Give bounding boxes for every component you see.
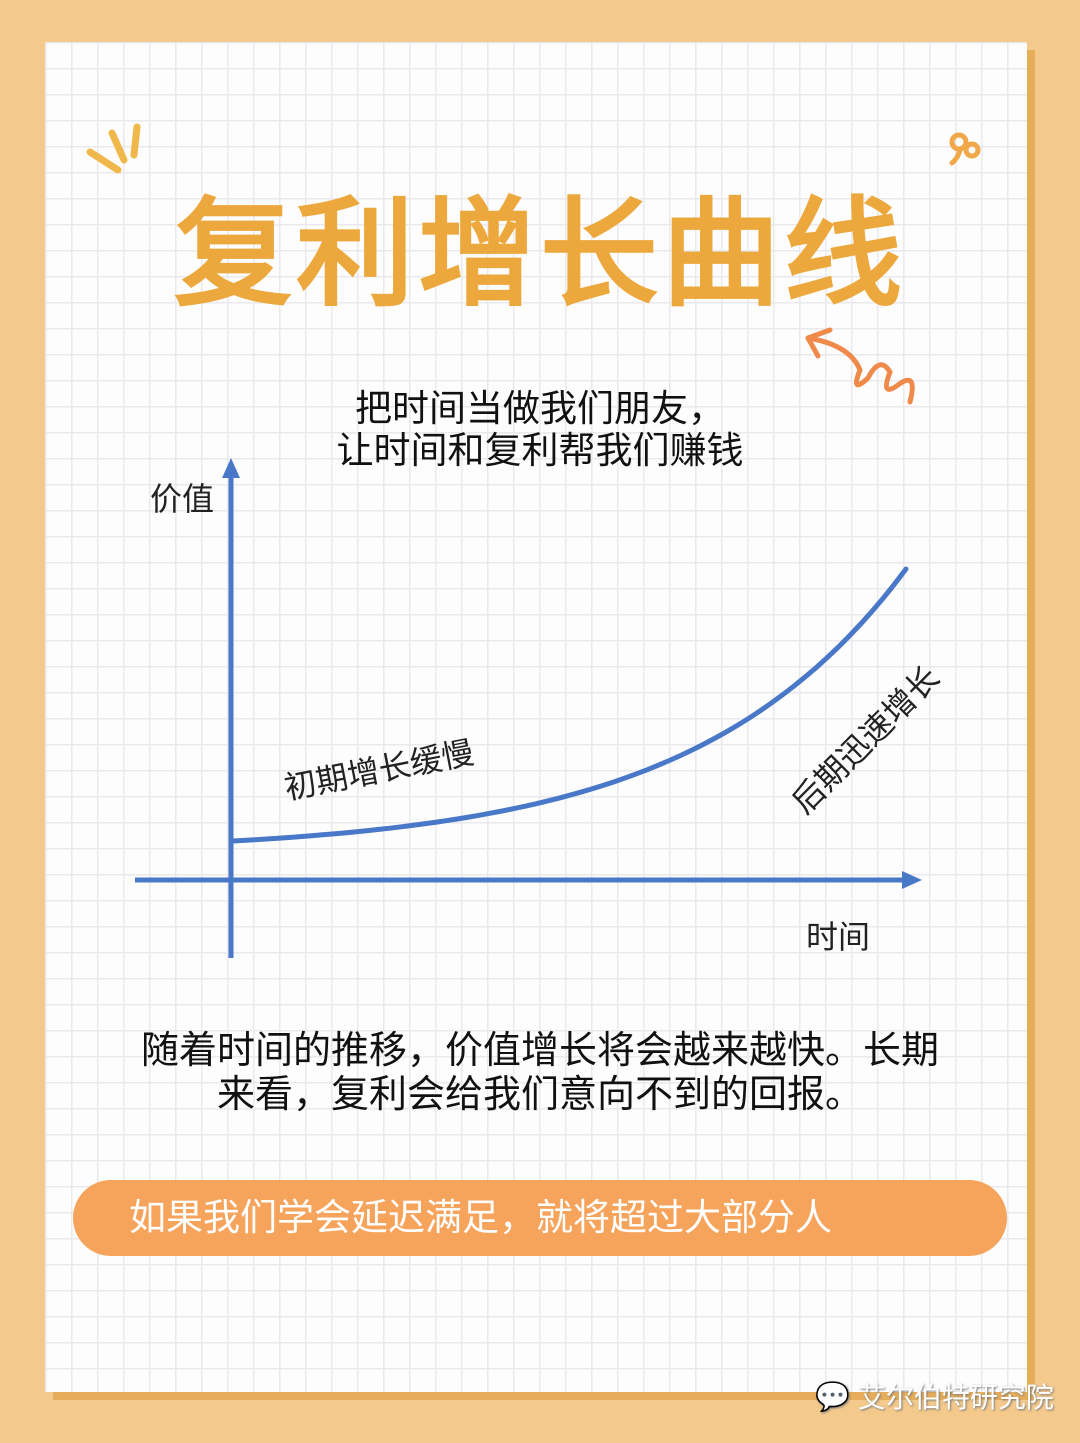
description: 随着时间的推移，价值增长将会越来越快。长期 来看，复利会给我们意向不到的回报。	[90, 1028, 990, 1116]
wechat-icon: 💬	[815, 1379, 850, 1413]
sparkle-lines-icon	[86, 123, 141, 174]
y-axis-label: 价值	[150, 480, 215, 518]
watermark-text: 艾尔伯特研究院	[857, 1381, 1054, 1414]
subtitle: 把时间当做我们朋友， 让时间和复利帮我们赚钱	[0, 388, 1080, 472]
page-title: 复利增长曲线	[173, 185, 906, 323]
description-line-2: 来看，复利会给我们意向不到的回报。	[216, 1072, 863, 1116]
y-axis-arrow-icon	[222, 458, 240, 478]
watermark: 💬 艾尔伯特研究院	[815, 1376, 1054, 1416]
growth-curve	[230, 566, 909, 844]
subtitle-line-1: 把时间当做我们朋友，	[355, 387, 725, 430]
description-line-1: 随着时间的推移，价值增长将会越来越快。长期	[140, 1028, 939, 1072]
grid-card	[45, 42, 1027, 1392]
conclusion-banner: 如果我们学会延迟满足，就将超过大部分人	[73, 1180, 1007, 1256]
x-axis-label: 时间	[806, 918, 871, 956]
curl-doodle-icon	[949, 132, 981, 166]
x-axis-arrow-icon	[902, 871, 922, 889]
subtitle-line-2: 让时间和复利帮我们赚钱	[336, 429, 744, 472]
axes	[135, 458, 922, 958]
loop-arrow-icon	[805, 327, 915, 405]
